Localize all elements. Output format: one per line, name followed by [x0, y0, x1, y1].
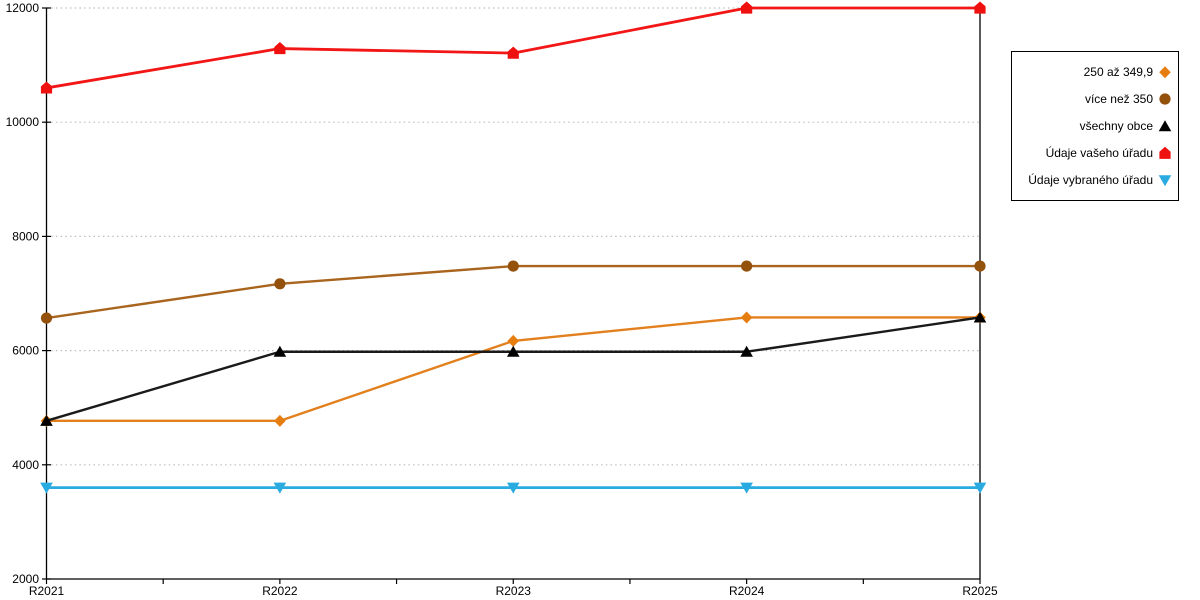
data-point-marker: [973, 482, 987, 494]
diamond-marker-icon: [1159, 65, 1171, 78]
legend-item-label: Údaje vašeho úřadu: [1045, 146, 1153, 161]
legend-item: více než 350: [1016, 87, 1172, 111]
x-axis-label: R2023: [496, 584, 532, 598]
legend-item: všechny obce: [1016, 114, 1172, 138]
legend-item-label: více než 350: [1084, 91, 1153, 106]
y-axis-label: 2000: [12, 572, 39, 586]
data-point-marker: [274, 278, 286, 290]
data-point-marker: [974, 1, 986, 14]
data-point-marker: [740, 482, 753, 494]
data-point-marker: [741, 1, 753, 14]
series-line-2: [46, 316, 981, 422]
x-axis-label: R2021: [29, 584, 65, 598]
diamond-marker-glyph: [1159, 65, 1171, 78]
triangle-up-marker-glyph: [1158, 120, 1172, 132]
legend-item-label: 250 až 349,9: [1083, 64, 1153, 79]
data-point-marker: [273, 345, 287, 357]
data-point-marker: [274, 42, 286, 55]
data-point-marker: [40, 482, 53, 494]
legend-item: Údaje vybraného úřadu: [1016, 168, 1172, 192]
data-point-marker: [506, 345, 520, 357]
y-axis-label: 10000: [6, 115, 40, 129]
x-axis-label: R2024: [729, 584, 765, 598]
data-point-marker: [740, 345, 753, 357]
data-point-marker: [40, 312, 53, 324]
pentagon-marker-icon: [1159, 146, 1171, 160]
y-axis-label: 6000: [12, 344, 39, 358]
data-point-marker: [973, 311, 987, 323]
series-line-0: [46, 316, 980, 423]
data-point-marker: [974, 260, 986, 272]
data-point-marker: [740, 311, 753, 324]
y-axis-label: 8000: [12, 229, 39, 243]
triangle-down-marker-glyph: [1158, 175, 1172, 187]
pentagon-marker-glyph: [1159, 146, 1171, 160]
y-axis-label: 12000: [6, 1, 40, 15]
data-point-marker: [741, 260, 753, 272]
data-point-marker: [507, 46, 519, 59]
legend-item-label: všechny obce: [1079, 118, 1153, 133]
legend-item: 250 až 349,9: [1016, 60, 1172, 84]
legend: 250 až 349,9 více než 350 všechny obce Údaj…: [1011, 51, 1179, 201]
data-point-marker: [274, 414, 286, 427]
y-axis-label: 4000: [12, 458, 39, 472]
data-point-marker: [273, 482, 287, 494]
x-axis-label: R2022: [262, 584, 298, 598]
data-point-marker: [506, 482, 520, 494]
legend-item-label: Údaje vybraného úřadu: [1028, 173, 1153, 188]
triangle-up-marker-icon: [1158, 120, 1172, 132]
data-point-marker: [507, 260, 519, 272]
series-line-1: [46, 264, 980, 320]
legend-item: Údaje vašeho úřadu: [1016, 141, 1172, 165]
data-point-marker: [40, 414, 53, 426]
circle-marker-icon: [1159, 93, 1171, 105]
data-point-marker: [40, 81, 53, 94]
x-axis-label: R2025: [962, 584, 998, 598]
circle-marker-glyph: [1159, 93, 1171, 105]
data-point-marker: [507, 334, 520, 347]
triangle-down-marker-icon: [1158, 175, 1172, 187]
